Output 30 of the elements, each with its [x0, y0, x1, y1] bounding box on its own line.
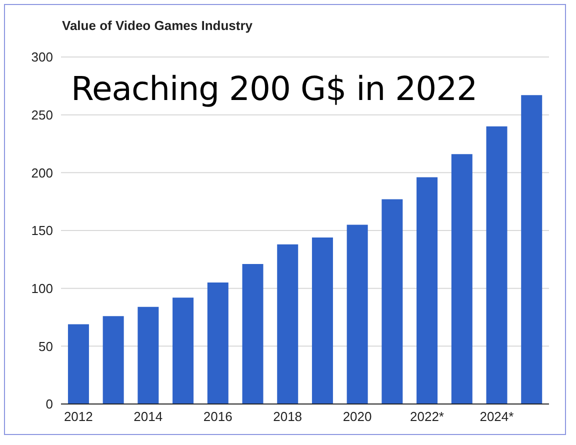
- bar: [68, 324, 89, 404]
- x-tick-label: 2024*: [480, 409, 514, 424]
- y-tick-label: 100: [31, 280, 53, 296]
- bar: [102, 316, 124, 404]
- x-tick-label: 2020: [342, 409, 372, 424]
- y-tick-label: 150: [31, 223, 53, 238]
- bar: [277, 244, 298, 404]
- annotation: Reaching 200 G$ in 2022: [71, 69, 478, 108]
- x-tick-label: 2018: [273, 409, 302, 424]
- x-tick-label: 2014: [134, 409, 163, 424]
- y-tick-label: 200: [31, 165, 53, 180]
- y-tick-label: 50: [38, 338, 53, 354]
- bar: [486, 126, 508, 404]
- x-tick-label: 2012: [64, 409, 93, 424]
- bar: [172, 298, 194, 404]
- y-tick-label: 300: [31, 50, 53, 65]
- bar: [451, 154, 472, 404]
- bar: [312, 237, 333, 404]
- bar: [138, 306, 159, 404]
- x-tick-label: 2016: [203, 409, 232, 424]
- chart-title: Value of Video Games Industry: [62, 18, 252, 33]
- bar: [207, 282, 228, 404]
- bar: [521, 95, 542, 404]
- bar: [416, 177, 438, 404]
- y-tick-label: 250: [31, 107, 53, 122]
- y-tick-label: 0: [46, 396, 53, 412]
- bar: [382, 199, 403, 404]
- x-tick-label: 2022*: [410, 409, 444, 424]
- bar: [242, 264, 264, 404]
- bar: [346, 224, 368, 404]
